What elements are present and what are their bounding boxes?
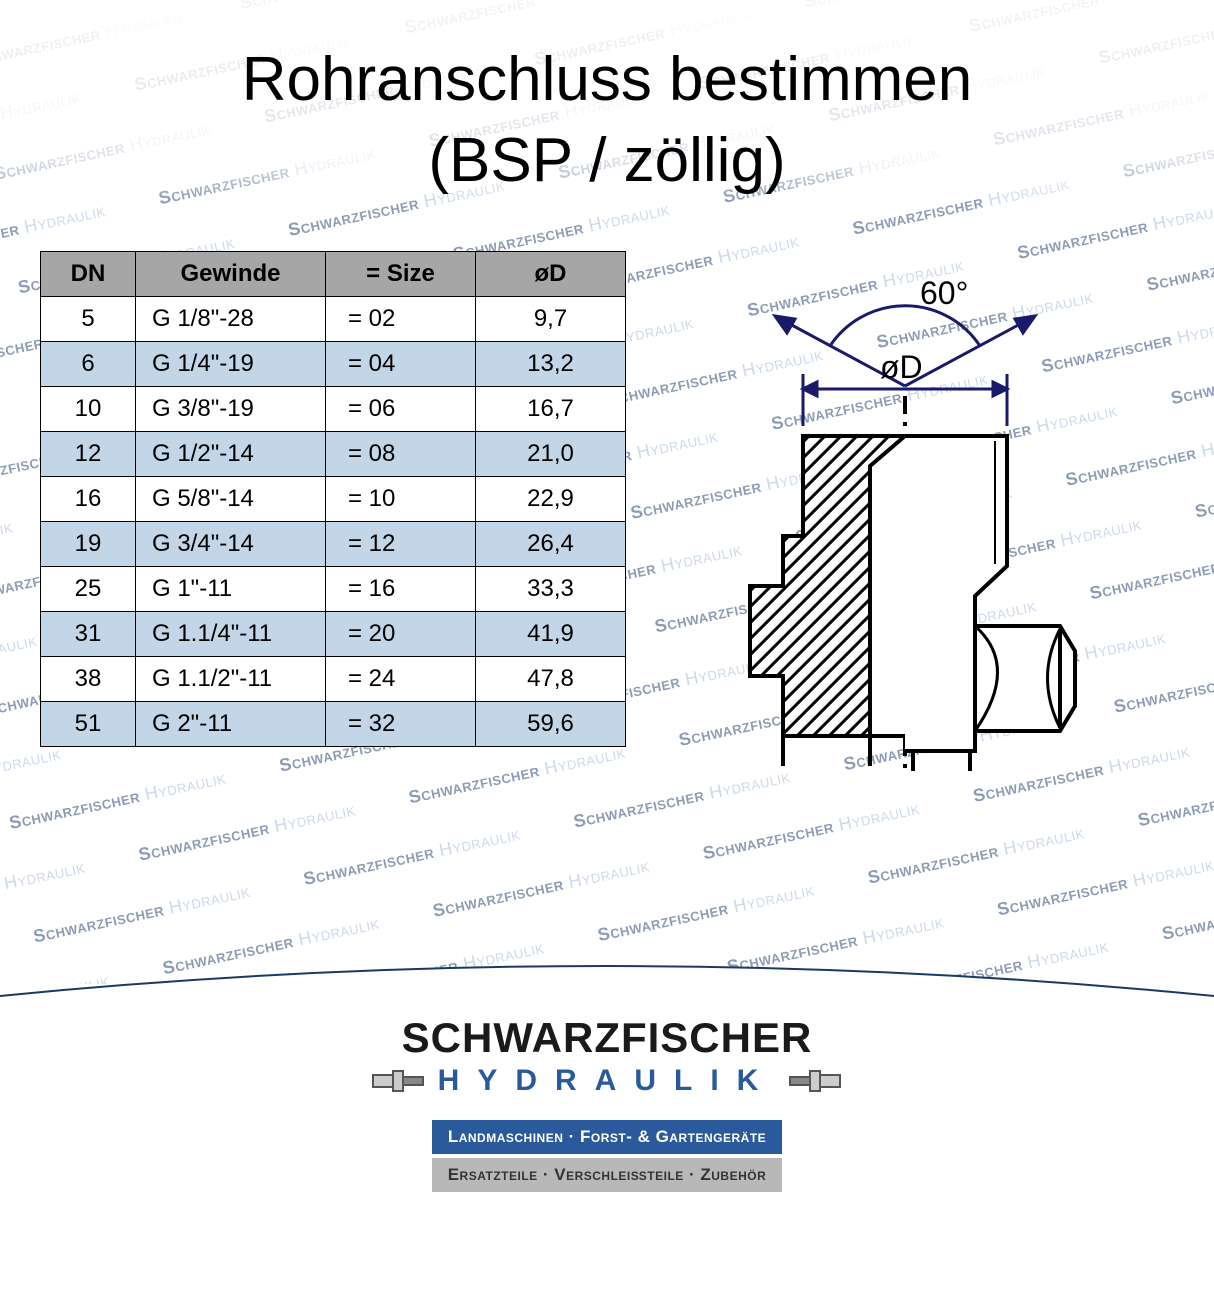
- fitting-diagram: 60° øD: [626, 251, 1174, 786]
- cell-size: = 32: [326, 702, 476, 747]
- cell-dn: 10: [41, 387, 136, 432]
- table-row: 31G 1.1/4"-11= 2041,9: [41, 612, 626, 657]
- col-d: øD: [476, 252, 626, 297]
- footer-tag-categories: Landmaschinen · Forst- & Gartengeräte: [432, 1120, 783, 1154]
- cell-size: = 24: [326, 657, 476, 702]
- cell-size: = 20: [326, 612, 476, 657]
- title-line-1: Rohranschluss bestimmen: [242, 45, 973, 114]
- cell-d: 26,4: [476, 522, 626, 567]
- cell-dn: 38: [41, 657, 136, 702]
- cell-d: 13,2: [476, 342, 626, 387]
- cell-d: 59,6: [476, 702, 626, 747]
- cell-size: = 16: [326, 567, 476, 612]
- table-row: 6G 1/4"-19= 0413,2: [41, 342, 626, 387]
- cell-d: 33,3: [476, 567, 626, 612]
- diameter-label: øD: [880, 349, 923, 385]
- cell-gewinde: G 1.1/4"-11: [136, 612, 326, 657]
- cell-dn: 12: [41, 432, 136, 477]
- table-row: 19G 3/4"-14= 1226,4: [41, 522, 626, 567]
- cell-gewinde: G 3/4"-14: [136, 522, 326, 567]
- table-row: 25G 1"-11= 1633,3: [41, 567, 626, 612]
- cell-d: 47,8: [476, 657, 626, 702]
- cell-dn: 19: [41, 522, 136, 567]
- cell-gewinde: G 1"-11: [136, 567, 326, 612]
- cell-d: 16,7: [476, 387, 626, 432]
- cell-size: = 06: [326, 387, 476, 432]
- cell-gewinde: G 1.1/2"-11: [136, 657, 326, 702]
- cell-size: = 02: [326, 297, 476, 342]
- fitting-right-icon: [788, 1069, 843, 1093]
- cell-size: = 08: [326, 432, 476, 477]
- table-header-row: DN Gewinde = Size øD: [41, 252, 626, 297]
- table-row: 12G 1/2"-14= 0821,0: [41, 432, 626, 477]
- cell-size: = 04: [326, 342, 476, 387]
- cell-d: 9,7: [476, 297, 626, 342]
- col-dn: DN: [41, 252, 136, 297]
- table-row: 10G 3/8"-19= 0616,7: [41, 387, 626, 432]
- cell-dn: 16: [41, 477, 136, 522]
- cell-dn: 25: [41, 567, 136, 612]
- fitting-left-icon: [371, 1069, 426, 1093]
- title-line-2: (BSP / zöllig): [428, 126, 785, 195]
- footer-tag-parts: Ersatzteile · Verschleißteile · Zubehör: [432, 1158, 783, 1192]
- angle-label: 60°: [920, 275, 968, 311]
- table-row: 38G 1.1/2"-11= 2447,8: [41, 657, 626, 702]
- cell-d: 22,9: [476, 477, 626, 522]
- cell-dn: 5: [41, 297, 136, 342]
- cell-dn: 31: [41, 612, 136, 657]
- cell-gewinde: G 1/8"-28: [136, 297, 326, 342]
- table-row: 16G 5/8"-14= 1022,9: [41, 477, 626, 522]
- cell-gewinde: G 3/8"-19: [136, 387, 326, 432]
- cell-d: 41,9: [476, 612, 626, 657]
- cell-gewinde: G 5/8"-14: [136, 477, 326, 522]
- col-size: = Size: [326, 252, 476, 297]
- col-gewinde: Gewinde: [136, 252, 326, 297]
- table-row: 5G 1/8"-28= 029,7: [41, 297, 626, 342]
- cell-gewinde: G 1/2"-14: [136, 432, 326, 477]
- cell-dn: 51: [41, 702, 136, 747]
- cell-dn: 6: [41, 342, 136, 387]
- logo-brand: SCHWARZFISCHER: [371, 1014, 844, 1062]
- table-row: 51G 2"-11= 3259,6: [41, 702, 626, 747]
- page-title: Rohranschluss bestimmen (BSP / zöllig): [0, 0, 1214, 201]
- footer: SCHWARZFISCHER HYDRAULIK Landmaschinen ·…: [0, 984, 1214, 1214]
- cell-size: = 10: [326, 477, 476, 522]
- size-table: DN Gewinde = Size øD 5G 1/8"-28= 029,76G…: [40, 251, 626, 747]
- cell-d: 21,0: [476, 432, 626, 477]
- logo-subtitle: HYDRAULIK: [371, 1064, 844, 1098]
- cell-gewinde: G 1/4"-19: [136, 342, 326, 387]
- cell-gewinde: G 2"-11: [136, 702, 326, 747]
- cell-size: = 12: [326, 522, 476, 567]
